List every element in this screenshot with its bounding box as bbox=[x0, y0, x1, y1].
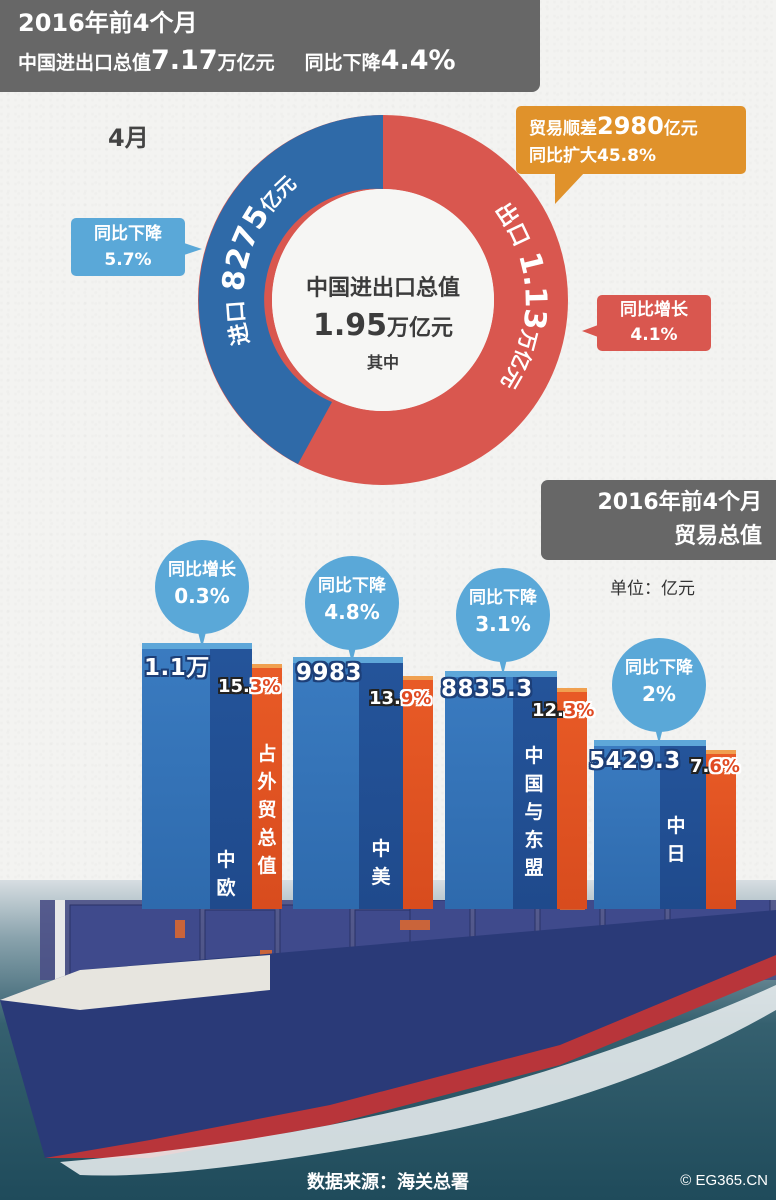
header-summary: 中国进出口总值7.17万亿元 同比下降4.4% bbox=[18, 40, 540, 84]
bar-us-front bbox=[293, 663, 359, 909]
bar-us-side bbox=[359, 663, 403, 909]
header-banner: 2016年前4个月 中国进出口总值7.17万亿元 同比下降4.4% bbox=[0, 0, 540, 92]
change-label: 同比下降 bbox=[469, 588, 537, 608]
bar-top bbox=[594, 740, 706, 746]
donut-center-text: 中国进出口总值 1.95万亿元 其中 bbox=[258, 272, 508, 377]
share-bar-eu bbox=[252, 668, 282, 909]
header-total-unit: 万亿元 bbox=[217, 52, 275, 74]
share-value: 7.6% bbox=[690, 756, 740, 777]
bar-asean-side bbox=[513, 677, 557, 909]
bar-asean-front bbox=[445, 677, 513, 909]
surplus-change: 同比扩大45.8% bbox=[529, 146, 656, 166]
share-dec: 3% bbox=[563, 700, 595, 721]
share-int: 7. bbox=[690, 756, 710, 777]
share-int: 13. bbox=[369, 688, 401, 709]
bar-value: 5429.3 bbox=[589, 748, 681, 774]
bar-change-bubble: 同比下降 3.1% bbox=[456, 568, 550, 662]
bar-top bbox=[557, 688, 587, 692]
share-dec: 6% bbox=[709, 756, 740, 777]
bar-change-bubble: 同比增长 0.3% bbox=[155, 540, 249, 634]
trade-surplus-callout: 贸易顺差2980亿元 同比扩大45.8% bbox=[516, 106, 746, 174]
import-change-value: 5.7% bbox=[104, 250, 152, 270]
donut-total-unit: 万亿元 bbox=[387, 316, 454, 341]
export-change-callout: 同比增长 4.1% bbox=[597, 295, 711, 351]
donut-chart: 进口8275亿元 出口 1.13 万亿元 bbox=[198, 115, 568, 485]
header-period: 2016年前4个月 bbox=[18, 9, 198, 37]
export-change-label: 同比增长 bbox=[620, 300, 688, 320]
share-dec: 3% bbox=[249, 676, 281, 697]
bar-top bbox=[706, 750, 736, 754]
bubble-pointer bbox=[498, 655, 508, 675]
donut-hole bbox=[272, 189, 494, 411]
share-int: 12. bbox=[532, 700, 564, 721]
bar-eu-side bbox=[210, 649, 252, 909]
bar-change-bubble: 同比下降 2% bbox=[612, 638, 706, 732]
donut-total-number: 1.95 bbox=[312, 308, 387, 343]
bar-top bbox=[293, 657, 403, 663]
donut-center-title: 中国进出口总值 bbox=[305, 276, 460, 301]
share-value: 12.3% bbox=[532, 700, 594, 721]
share-bar-asean bbox=[557, 692, 587, 909]
container-ship-illustration bbox=[0, 900, 776, 1176]
share-int: 15. bbox=[218, 676, 250, 697]
data-source: 数据来源：海关总署 bbox=[307, 1172, 469, 1193]
import-segment bbox=[198, 115, 383, 464]
unit-label: 单位：亿元 bbox=[610, 579, 695, 599]
bar-value: 1.1万 bbox=[144, 655, 210, 681]
bar-top bbox=[252, 664, 282, 668]
bar-value: 9983 bbox=[296, 660, 363, 686]
month-label: 4月 bbox=[108, 124, 149, 152]
bar-top bbox=[403, 676, 433, 680]
share-bar-us bbox=[403, 680, 433, 909]
bar-category-label: 中美 bbox=[371, 838, 391, 888]
bar-top bbox=[142, 643, 252, 649]
surplus-value: 2980 bbox=[597, 112, 664, 140]
callout-pointer bbox=[555, 172, 585, 204]
callout-pointer bbox=[184, 243, 202, 255]
header-total-value: 7.17 bbox=[151, 45, 218, 76]
change-label: 同比下降 bbox=[625, 658, 693, 678]
bar-japan-side bbox=[660, 746, 706, 909]
export-change-value: 4.1% bbox=[630, 325, 678, 345]
import-change-label: 同比下降 bbox=[94, 224, 162, 244]
share-value: 15.3% bbox=[218, 676, 280, 697]
header-change-label: 同比下降 bbox=[304, 52, 381, 74]
header-total-label: 中国进出口总值 bbox=[18, 52, 152, 74]
change-value: 3.1% bbox=[475, 612, 531, 636]
section-banner: 2016年前4个月 贸易总值 bbox=[541, 480, 776, 560]
bubble-pointer bbox=[197, 628, 207, 648]
bar-category-label: 中国与东盟 bbox=[524, 745, 544, 879]
share-dec: 9% bbox=[400, 688, 432, 709]
share-axis-label: 占外贸总值 bbox=[257, 743, 277, 877]
donut-center-value: 1.95万亿元 bbox=[258, 306, 508, 349]
bubble-pointer bbox=[347, 643, 357, 663]
bubble-pointer bbox=[654, 724, 664, 744]
surplus-unit: 亿元 bbox=[663, 119, 698, 139]
header-change-value: 4.4% bbox=[380, 45, 456, 76]
share-value: 13.9% bbox=[369, 688, 431, 709]
change-value: 2% bbox=[642, 682, 676, 706]
bar-change-bubble: 同比下降 4.8% bbox=[305, 556, 399, 650]
share-bar-japan bbox=[706, 754, 736, 909]
bar-japan-front bbox=[594, 746, 660, 909]
bar-top bbox=[445, 671, 557, 677]
callout-pointer bbox=[582, 325, 598, 337]
copyright-mark: © EG365.CN bbox=[680, 1172, 768, 1189]
bar-category-label: 中欧 bbox=[216, 849, 236, 899]
bar-value: 8835.3 bbox=[441, 676, 533, 702]
section-title: 贸易总值 bbox=[673, 524, 762, 549]
change-label: 同比增长 bbox=[168, 560, 236, 580]
change-value: 0.3% bbox=[174, 584, 230, 608]
change-label: 同比下降 bbox=[318, 576, 386, 596]
import-change-callout: 同比下降 5.7% bbox=[71, 218, 185, 276]
bar-eu-front bbox=[142, 649, 210, 909]
surplus-label: 贸易顺差 bbox=[529, 119, 597, 139]
donut-center-sub: 其中 bbox=[366, 353, 399, 372]
bar-category-label: 中日 bbox=[666, 815, 686, 865]
section-title-period: 2016年前4个月 bbox=[597, 490, 762, 515]
change-value: 4.8% bbox=[324, 600, 380, 624]
